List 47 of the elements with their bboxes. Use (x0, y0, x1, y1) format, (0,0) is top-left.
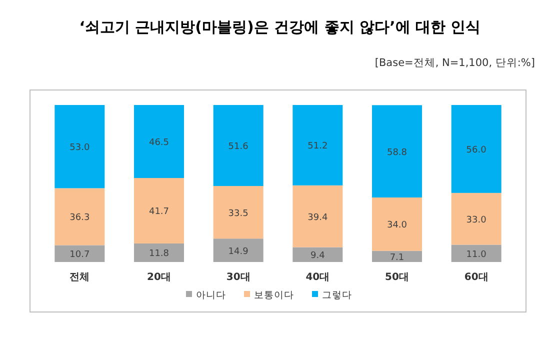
bar (134, 178, 184, 244)
bar (213, 238, 264, 262)
bar (292, 105, 343, 186)
data-label: 9.4 (310, 251, 326, 262)
data-label: 39.4 (308, 212, 328, 223)
x-tick-label: 60대 (464, 272, 488, 283)
bar (54, 245, 105, 262)
bar (213, 186, 264, 239)
data-label: 7.1 (390, 252, 404, 263)
text: [Base=전체, N=1,100, 단위:%] (374, 57, 535, 69)
legend-label: 그렇다 (322, 290, 352, 301)
data-label: 14.9 (228, 246, 249, 257)
bar (213, 105, 264, 186)
data-label: 11.0 (466, 250, 487, 260)
x-tick-label: 40대 (306, 272, 330, 283)
data-label: 33.0 (466, 215, 487, 226)
bar (451, 244, 502, 262)
chart-title: ‘쇠고기 근내지방(마블링)은 건강에 좋지 않다’에 대한 인식 (79, 18, 481, 36)
data-label: 34.0 (386, 220, 408, 231)
data-label: 53.0 (70, 143, 90, 154)
bar (372, 105, 422, 198)
bar (134, 105, 184, 178)
bar (451, 105, 502, 193)
bar (451, 192, 502, 245)
data-label: 58.8 (386, 148, 408, 158)
bar (292, 247, 343, 262)
legend-label: 아니다 (196, 290, 226, 301)
bar (372, 197, 422, 251)
x-tick-label: 30대 (226, 272, 250, 283)
bar (54, 188, 105, 246)
bar (372, 250, 422, 262)
bar (54, 105, 105, 188)
data-label: 46.5 (148, 138, 170, 148)
data-label: 41.7 (148, 207, 170, 218)
data-label: 11.8 (148, 249, 170, 260)
data-label: 56.0 (466, 145, 487, 156)
x-tick-label: 20대 (147, 272, 171, 283)
bar (292, 185, 343, 248)
x-tick-label: 전체 (70, 272, 90, 283)
data-label: 10.7 (70, 250, 90, 260)
x-tick-label: 50대 (385, 272, 409, 283)
data-label: 51.2 (308, 142, 328, 152)
data-label: 51.6 (228, 142, 249, 152)
data-label: 33.5 (228, 208, 248, 219)
bar (134, 243, 184, 262)
legend-label: 보통이다 (254, 290, 294, 301)
data-label: 36.3 (70, 213, 90, 224)
